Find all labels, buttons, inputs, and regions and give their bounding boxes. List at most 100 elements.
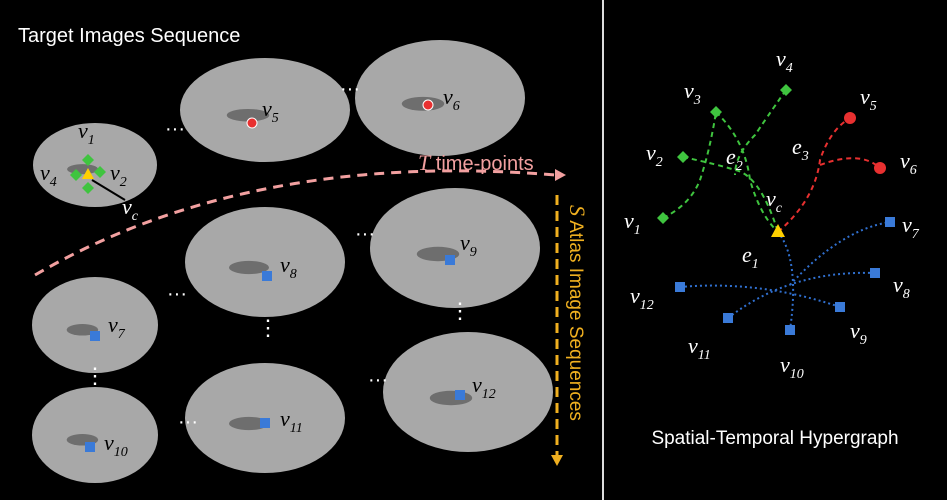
label-sub: 4 (50, 175, 57, 190)
red-circle (247, 118, 257, 128)
label-sub: 9 (470, 245, 477, 260)
label-base: v (850, 318, 860, 343)
label-base: v (860, 84, 870, 109)
red-circle (844, 112, 856, 124)
label-base: v (66, 198, 76, 223)
time-label: T time-points (418, 150, 534, 175)
label-base: v (900, 148, 910, 173)
brain-detail (430, 391, 473, 405)
ellipsis: ··· (165, 118, 185, 140)
label-sub: 12 (640, 298, 654, 313)
blue-square (785, 325, 795, 335)
label-base: v (688, 333, 698, 358)
blue-square (262, 271, 272, 281)
label-sub: 2 (656, 155, 663, 170)
vertical-ellipsis: ⋮ (84, 363, 106, 388)
vertical-ellipsis: ⋮ (449, 298, 471, 323)
label-base: v (443, 84, 453, 109)
label-sub: 1 (88, 133, 95, 148)
label-base: v (893, 272, 903, 297)
brain (32, 387, 158, 483)
brain (33, 123, 157, 207)
red-circle (874, 162, 886, 174)
label-sub: 8 (903, 287, 910, 302)
blue-square (723, 313, 733, 323)
brain (355, 40, 525, 156)
ellipsis: ··· (167, 283, 187, 305)
time-text: time-points (430, 153, 533, 175)
label-base: v (902, 212, 912, 237)
label-sub: 11 (290, 421, 303, 436)
label-sub: 3 (801, 149, 809, 164)
label-sub: 4 (786, 61, 793, 76)
label-base: v (684, 78, 694, 103)
label-sub: c (132, 209, 139, 224)
label-base: v (262, 96, 272, 121)
label-sub: 6 (910, 163, 917, 178)
label-sub: 12 (482, 387, 496, 402)
label-base: v (108, 312, 118, 337)
label-base: e (792, 134, 802, 159)
label-sub: 2 (736, 159, 743, 174)
blue-square (445, 255, 455, 265)
blue-square (455, 390, 465, 400)
label-sub: 3 (75, 213, 83, 228)
label-sub: 2 (120, 175, 127, 190)
brain-detail (67, 164, 98, 174)
label-base: v (280, 252, 290, 277)
figure: ··· ··· ··· ··· ··· ··· ⋮ ⋮ ⋮ Target Images Sequ… (0, 0, 947, 500)
blue-square (675, 282, 685, 292)
label-sub: 9 (860, 333, 867, 348)
ellipsis: ··· (355, 223, 375, 245)
label-base: v (780, 352, 790, 377)
label-sub: c (776, 201, 783, 216)
label-sub: 8 (290, 267, 297, 282)
label-sub: 5 (272, 111, 279, 126)
label-sub: 3 (693, 93, 701, 108)
label-base: v (110, 160, 120, 185)
label-sub: 1 (634, 223, 641, 238)
label-base: v (646, 140, 656, 165)
label-base: v (472, 372, 482, 397)
label-sub: 5 (870, 99, 877, 114)
label-sub: 10 (114, 445, 128, 460)
ellipsis: ··· (340, 78, 360, 100)
brain (185, 207, 345, 317)
ellipsis: ··· (368, 369, 388, 391)
label-base: e (742, 242, 752, 267)
label-sub: 7 (912, 227, 920, 242)
atlas-label: S Atlas Image Sequences (565, 205, 590, 421)
right-title: Spatial-Temporal Hypergraph (651, 428, 898, 449)
label-sub: 11 (698, 348, 711, 363)
blue-square (885, 217, 895, 227)
blue-square (260, 418, 270, 428)
label-base: v (460, 230, 470, 255)
label-base: v (40, 160, 50, 185)
label-sub: 6 (453, 99, 460, 114)
blue-square (835, 302, 845, 312)
label-base: v (280, 406, 290, 431)
brain (383, 332, 553, 452)
blue-square (90, 331, 100, 341)
label-sub: 10 (790, 367, 804, 382)
label-base: e (726, 144, 736, 169)
page: ··· ··· ··· ··· ··· ··· ⋮ ⋮ ⋮ Target Images Sequ… (0, 0, 947, 500)
ellipsis: ··· (178, 411, 198, 433)
label-sub: 1 (752, 257, 759, 272)
blue-square (85, 442, 95, 452)
brain (370, 188, 540, 308)
label-base: v (624, 208, 634, 233)
brain (32, 277, 158, 373)
left-title: Target Images Sequence (18, 25, 240, 47)
label-base: v (122, 194, 132, 219)
vertical-ellipsis: ⋮ (257, 315, 279, 340)
atlas-text: Atlas Image Sequences (565, 216, 586, 421)
label-base: v (78, 118, 88, 143)
label-base: v (104, 430, 114, 455)
red-circle (423, 100, 433, 110)
label-base: v (776, 46, 786, 71)
label-base: v (766, 186, 776, 211)
atlas-var: S (565, 205, 590, 216)
label-sub: 7 (118, 327, 126, 342)
blue-square (870, 268, 880, 278)
